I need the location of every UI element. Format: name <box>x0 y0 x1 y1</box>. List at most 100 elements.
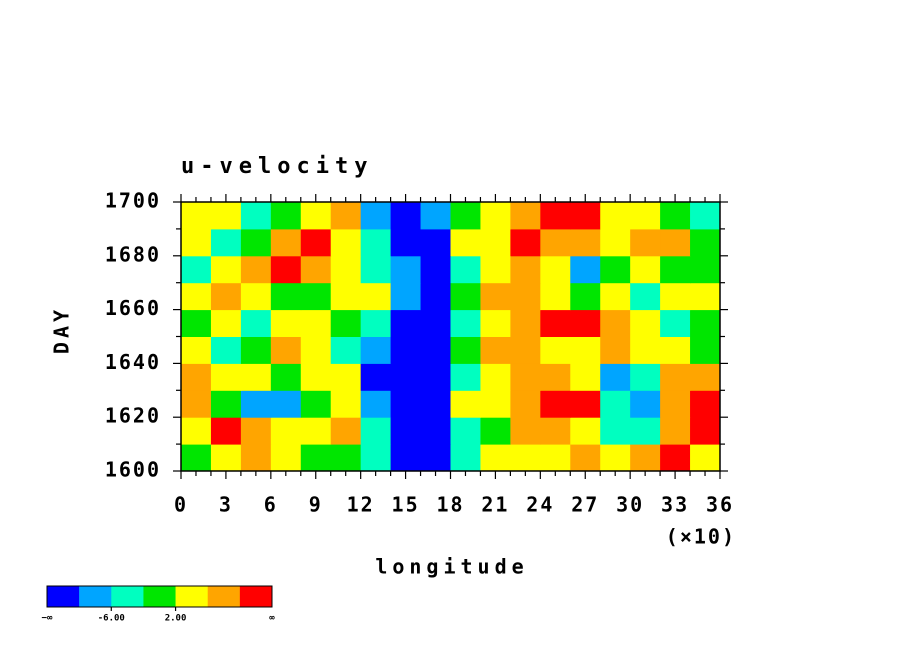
cell <box>630 417 661 445</box>
cell <box>690 282 721 311</box>
cell <box>420 255 451 284</box>
cell <box>600 390 631 418</box>
cell <box>390 202 422 230</box>
cell <box>330 363 362 391</box>
chart-title: u-velocity <box>181 154 373 179</box>
y-tick-label: 1600 <box>105 458 161 482</box>
cell <box>480 255 511 284</box>
cell <box>390 336 422 364</box>
cell <box>390 255 422 284</box>
cell <box>480 417 511 445</box>
cell <box>540 255 571 284</box>
x-tick-label: 6 <box>264 493 278 517</box>
colorbar-swatch <box>239 586 273 607</box>
cell <box>240 390 272 418</box>
cell <box>570 309 601 337</box>
cell <box>540 390 571 418</box>
cell <box>660 390 691 418</box>
cell <box>181 336 212 364</box>
cell <box>450 390 481 418</box>
colorbar-swatch <box>47 586 80 607</box>
cell <box>510 255 541 284</box>
colorbar-high-label: ∞ <box>269 614 275 624</box>
cell <box>240 309 272 337</box>
x-scale-note: (×10) <box>666 525 736 549</box>
cell <box>240 363 272 391</box>
cell <box>360 336 392 364</box>
cell <box>600 282 631 311</box>
cell <box>330 417 362 445</box>
cell <box>630 444 661 472</box>
cell <box>660 309 691 337</box>
cell <box>570 390 601 418</box>
cell <box>270 363 302 391</box>
cell <box>480 282 511 311</box>
cell <box>510 309 541 337</box>
colorbar-tick-label: -6.00 <box>98 614 125 624</box>
cell <box>270 309 302 337</box>
cell <box>420 417 451 445</box>
cell <box>270 417 302 445</box>
cell <box>600 363 631 391</box>
cell <box>210 363 242 391</box>
cell <box>390 282 422 311</box>
cell <box>630 255 661 284</box>
colorbar-swatch <box>175 586 209 607</box>
cell <box>570 255 601 284</box>
cell <box>600 309 631 337</box>
cell <box>480 309 511 337</box>
cell <box>450 309 481 337</box>
cell <box>300 228 332 257</box>
cell <box>630 363 661 391</box>
cell <box>570 282 601 311</box>
cell <box>181 282 212 311</box>
cell <box>330 336 362 364</box>
cell <box>690 417 721 445</box>
x-tick-label: 30 <box>616 493 644 517</box>
cell <box>630 228 661 257</box>
cell <box>690 363 721 391</box>
cell <box>330 202 362 230</box>
cell <box>210 255 242 284</box>
cell <box>600 228 631 257</box>
cell <box>270 444 302 472</box>
colorbar-swatch <box>79 586 112 607</box>
cell <box>600 255 631 284</box>
cell <box>660 282 691 311</box>
cell <box>660 363 691 391</box>
cell <box>660 417 691 445</box>
colorbar-low-label: −∞ <box>42 614 53 624</box>
cell <box>510 363 541 391</box>
cell <box>570 202 601 230</box>
cell <box>630 336 661 364</box>
cell <box>181 202 212 230</box>
cell <box>240 282 272 311</box>
cell <box>510 336 541 364</box>
cell <box>450 444 481 472</box>
cell <box>450 363 481 391</box>
cell <box>660 444 691 472</box>
cell <box>300 309 332 337</box>
cell <box>181 255 212 284</box>
cell <box>390 444 422 472</box>
x-tick-label: 21 <box>481 493 509 517</box>
y-tick-label: 1700 <box>105 189 161 213</box>
cell <box>660 228 691 257</box>
cell <box>330 444 362 472</box>
cell <box>480 228 511 257</box>
cell <box>450 417 481 445</box>
cell <box>420 202 451 230</box>
cell <box>630 309 661 337</box>
cell <box>240 228 272 257</box>
cell <box>300 336 332 364</box>
cell <box>570 417 601 445</box>
cell <box>540 282 571 311</box>
cell <box>540 336 571 364</box>
cell <box>510 417 541 445</box>
cell <box>300 282 332 311</box>
cell <box>360 444 392 472</box>
cell <box>480 444 511 472</box>
cell <box>450 282 481 311</box>
cell <box>660 202 691 230</box>
